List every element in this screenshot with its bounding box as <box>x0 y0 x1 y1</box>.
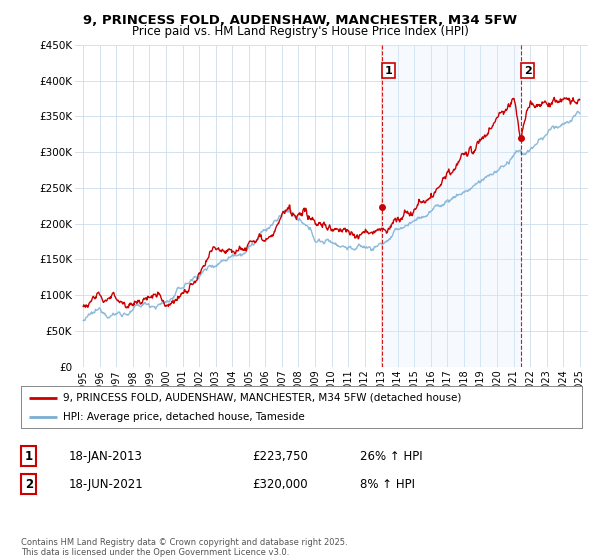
Text: 26% ↑ HPI: 26% ↑ HPI <box>360 450 422 463</box>
Text: 9, PRINCESS FOLD, AUDENSHAW, MANCHESTER, M34 5FW: 9, PRINCESS FOLD, AUDENSHAW, MANCHESTER,… <box>83 14 517 27</box>
Text: 18-JAN-2013: 18-JAN-2013 <box>69 450 143 463</box>
Text: Price paid vs. HM Land Registry's House Price Index (HPI): Price paid vs. HM Land Registry's House … <box>131 25 469 38</box>
Text: 2: 2 <box>524 66 532 76</box>
Bar <box>382 45 521 367</box>
Text: 1: 1 <box>25 450 33 463</box>
Text: 2: 2 <box>25 478 33 491</box>
Text: £320,000: £320,000 <box>252 478 308 491</box>
Text: 18-JUN-2021: 18-JUN-2021 <box>69 478 144 491</box>
Text: 8% ↑ HPI: 8% ↑ HPI <box>360 478 415 491</box>
Text: 9, PRINCESS FOLD, AUDENSHAW, MANCHESTER, M34 5FW (detached house): 9, PRINCESS FOLD, AUDENSHAW, MANCHESTER,… <box>63 393 461 403</box>
Text: £223,750: £223,750 <box>252 450 308 463</box>
Text: Contains HM Land Registry data © Crown copyright and database right 2025.
This d: Contains HM Land Registry data © Crown c… <box>21 538 347 557</box>
Text: 1: 1 <box>385 66 392 76</box>
Text: HPI: Average price, detached house, Tameside: HPI: Average price, detached house, Tame… <box>63 412 305 422</box>
